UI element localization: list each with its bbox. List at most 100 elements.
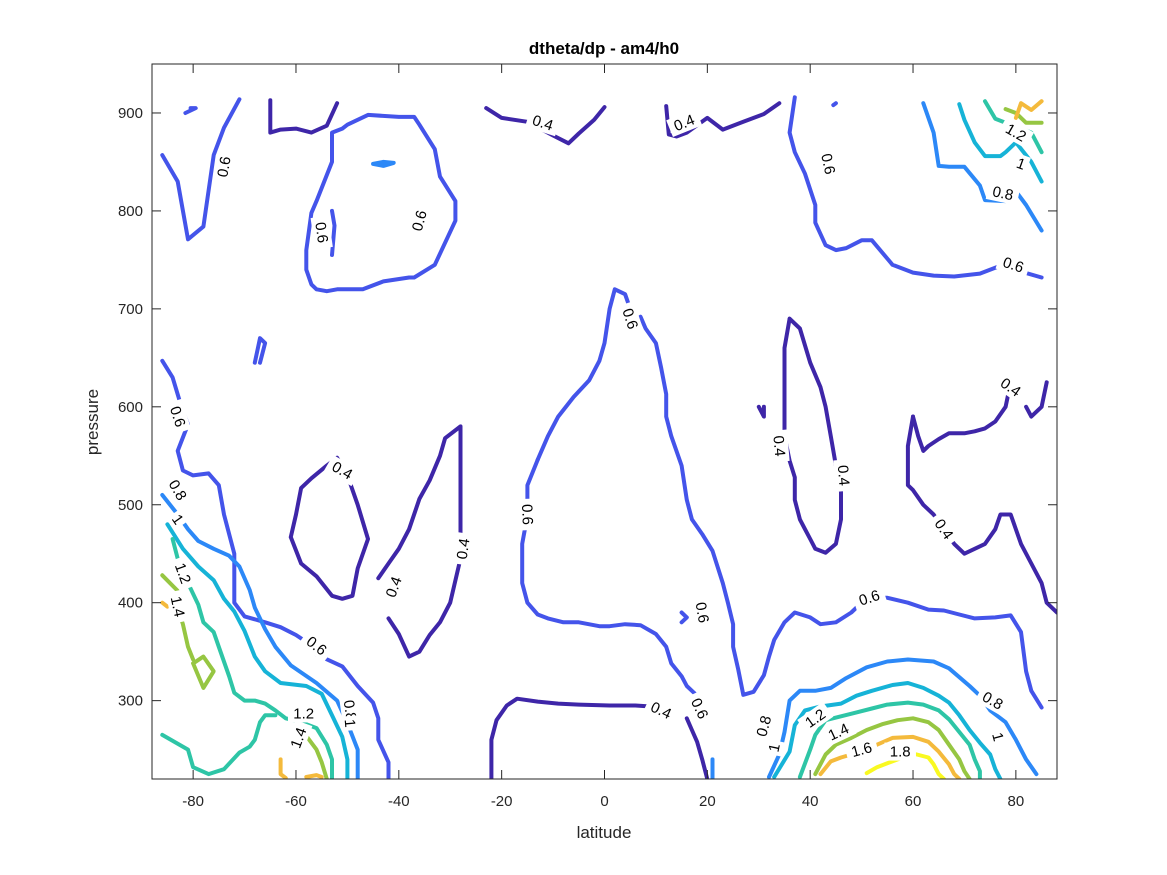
- contour-line-1p6-14: [1013, 99, 1044, 120]
- contour-label: 1: [766, 742, 784, 754]
- y-axis-label: pressure: [83, 389, 102, 455]
- contour-line-0p6-46: [679, 610, 689, 625]
- contour-label-bg: [995, 251, 1032, 279]
- contour-line-0p6-31: [535, 287, 633, 462]
- contour-label-bg: [169, 555, 197, 592]
- contour-label-group-3: 0.6: [310, 215, 333, 250]
- x-axis-label: latitude: [577, 823, 632, 842]
- contour-line-1p4-13: [1003, 107, 1044, 125]
- contour-line-1p6-28: [304, 773, 324, 779]
- contour-label-group-38: 1.6: [844, 736, 880, 763]
- contour-label-group-13: 0.4: [768, 429, 790, 463]
- contour-label-bg: [616, 300, 644, 337]
- contour-label-group-24: 0.6: [690, 595, 714, 630]
- contour-label-group-31: 1.2: [287, 704, 320, 723]
- contour-label-group-7: 1: [1011, 152, 1031, 175]
- contour-line-0p4-42: [756, 404, 766, 419]
- contour-label: 0.4: [454, 537, 474, 560]
- contour-label-bg: [643, 695, 680, 726]
- contour-label-group-33: 1.4: [284, 720, 313, 756]
- contour-label: 1.4: [287, 725, 310, 750]
- contour-label: 1.8: [890, 744, 911, 761]
- contour-line-0p6-15: [160, 358, 391, 779]
- x-tick-label: 0: [600, 793, 608, 810]
- y-tick-label: 300: [118, 693, 143, 710]
- contour-label-bg: [517, 498, 537, 531]
- contour-label-group-5: 0.6: [816, 146, 841, 182]
- axes-background: [152, 64, 1057, 779]
- contour-label-group-6: 0.8: [985, 181, 1021, 206]
- contour-label-bg: [985, 181, 1021, 206]
- contour-line-1p2-37: [797, 700, 982, 779]
- contour-label: 1.2: [171, 561, 194, 586]
- contour-label: 1.2: [293, 705, 314, 722]
- contour-label-bg: [666, 108, 703, 138]
- contour-label-bg: [162, 471, 194, 509]
- contour-label-bg: [690, 595, 714, 630]
- contour-line-1p4-38: [813, 716, 972, 779]
- contour-label-group-2: 0.6: [212, 149, 236, 184]
- contour-line-0p6-30: [520, 457, 710, 713]
- contour-label: 0.6: [1001, 254, 1026, 277]
- contour-label-bg: [451, 531, 475, 566]
- contour-label-group-22: 1.4: [165, 589, 190, 624]
- contour-label-bg: [284, 720, 313, 756]
- contour-label-bg: [992, 370, 1029, 404]
- contour-label-group-35: 1: [763, 738, 785, 757]
- contour-label-bg: [816, 146, 841, 182]
- contour-label-group-21: 1.2: [169, 555, 197, 592]
- contour-line-0p6-1: [160, 97, 242, 242]
- contour-label-group-40: 1: [987, 727, 1009, 747]
- contour-label-bg: [340, 715, 360, 732]
- contour-label-bg: [997, 116, 1035, 149]
- contour-label-bg: [287, 704, 320, 723]
- contour-label-group-1: 0.4: [666, 108, 703, 138]
- y-tick-label: 700: [118, 301, 143, 318]
- contour-label-group-9: 0.6: [995, 251, 1032, 279]
- x-tick-label: 40: [802, 793, 819, 810]
- contour-line-0p4-17: [288, 455, 370, 601]
- contour-line-0p6-16: [252, 336, 268, 365]
- contour-line-0p8-5: [371, 159, 396, 168]
- contour-label-group-14: 0.4: [833, 458, 854, 492]
- contour-line-0p4-7: [664, 101, 782, 139]
- contour-line-0p6-9: [831, 101, 838, 108]
- contour-label-bg: [379, 569, 408, 605]
- x-tick-label: 20: [699, 793, 716, 810]
- contour-line-0p4-43: [905, 414, 1057, 615]
- contour-line-0p4-18: [376, 424, 463, 659]
- contour-label: 0.4: [530, 112, 555, 135]
- contour-label: 0.6: [692, 601, 712, 624]
- contour-lines: [160, 95, 1057, 779]
- y-tick-label: 600: [118, 399, 143, 416]
- contour-label-group-16: 0.6: [517, 498, 537, 531]
- y-tick-label: 800: [118, 203, 143, 220]
- contour-label-bg: [212, 149, 236, 184]
- contour-label-group-17: 0.4: [451, 531, 475, 566]
- contour-line-1-36: [772, 681, 1003, 779]
- contour-line-0p6-3: [304, 112, 458, 294]
- x-tick-label: 80: [1008, 793, 1025, 810]
- contour-label-group-25: 0.6: [851, 584, 888, 612]
- contour-label-group-20: 1: [166, 508, 190, 531]
- contour-line-0p4-45: [911, 380, 1013, 453]
- contour-line-0p4-44: [1024, 380, 1049, 419]
- contour-label-bg: [525, 109, 561, 137]
- contour-label: 0.8: [991, 183, 1015, 204]
- contour-line-0p8-10: [921, 101, 1044, 233]
- y-tick-label: 400: [118, 595, 143, 612]
- chart-title: dtheta/dp - am4/h0: [529, 39, 679, 58]
- contour-label-bg: [884, 742, 916, 761]
- y-tick-label: 500: [118, 497, 143, 514]
- contour-label-bg: [974, 684, 1011, 717]
- contour-label-bg: [406, 203, 433, 239]
- contour-line-0p6-0: [183, 106, 198, 115]
- contour-label-bg: [833, 458, 854, 492]
- contour-label: 0.6: [857, 587, 882, 610]
- contour-label-bg: [166, 508, 190, 531]
- contour-label: 0.6: [311, 221, 331, 244]
- contour-line-1p4-25: [304, 733, 329, 779]
- contour-label: 0.6: [518, 504, 536, 525]
- contour-line-1p4-24: [191, 654, 216, 690]
